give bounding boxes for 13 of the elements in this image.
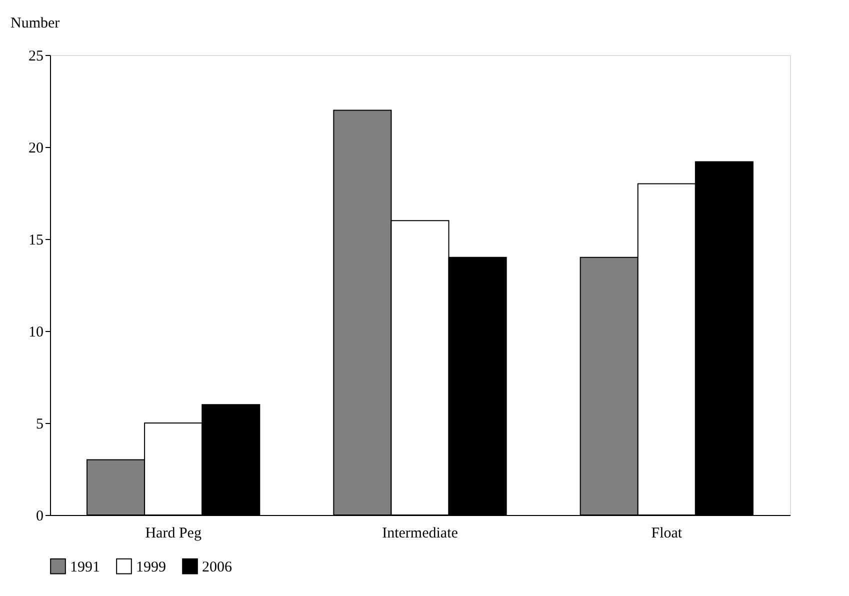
x-tick-label: Hard Peg bbox=[145, 526, 202, 542]
legend-label: 1999 bbox=[136, 559, 166, 576]
legend-label: 2006 bbox=[202, 559, 232, 576]
y-tick-label: 25 bbox=[28, 48, 44, 64]
y-tick-label: 5 bbox=[36, 416, 44, 432]
legend-label: 1991 bbox=[70, 559, 100, 576]
y-tick-label: 10 bbox=[28, 324, 44, 340]
x-tick-label: Intermediate bbox=[382, 526, 458, 542]
y-axis-title: Number bbox=[10, 16, 60, 32]
y-tick-label: 20 bbox=[28, 140, 44, 156]
y-tick-label: 0 bbox=[36, 508, 44, 524]
x-tick-label: Float bbox=[651, 526, 683, 542]
y-tick-label: 15 bbox=[28, 232, 44, 248]
